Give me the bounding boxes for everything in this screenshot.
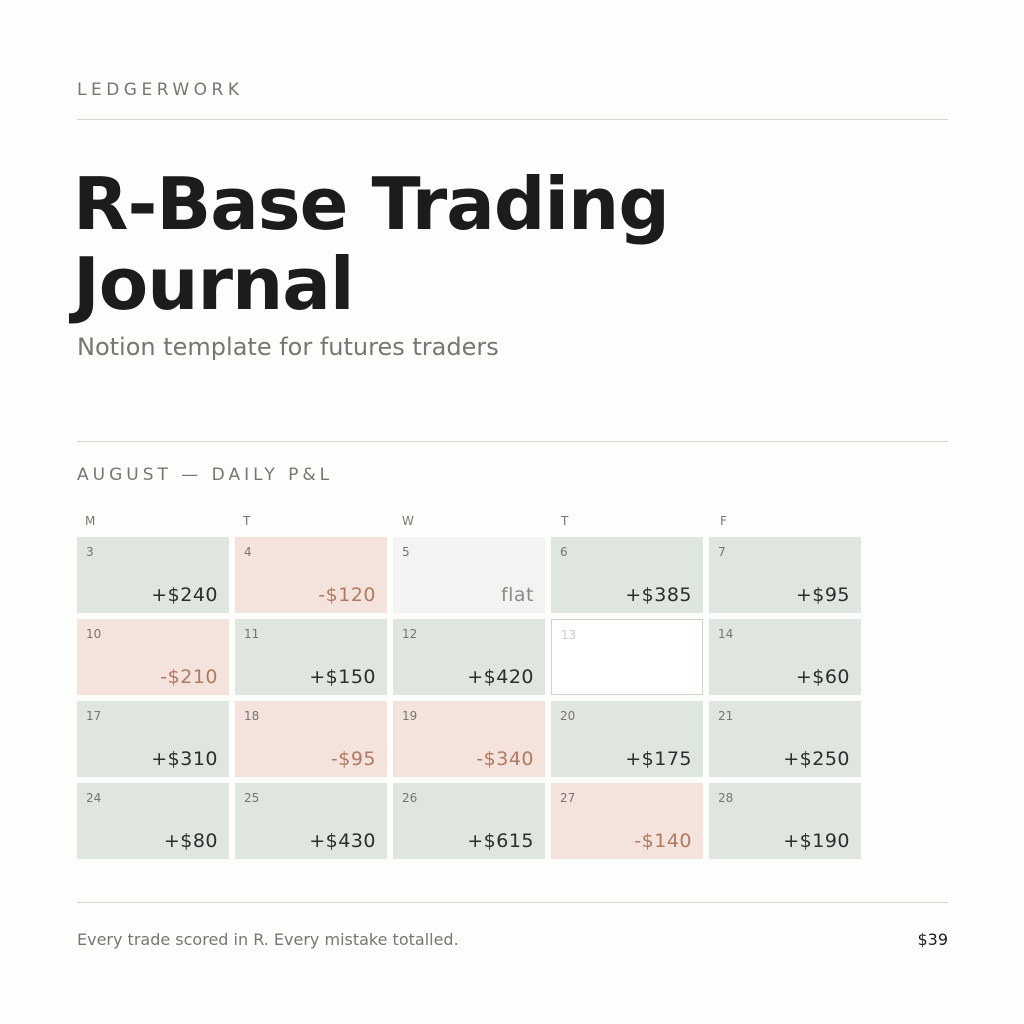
day-number: 5 bbox=[402, 545, 410, 559]
day-number: 11 bbox=[244, 627, 260, 641]
day-pnl-value: +$615 bbox=[467, 830, 534, 852]
calendar-day-cell[interactable]: 17 +$310 bbox=[77, 701, 229, 777]
calendar-label: AUGUST — DAILY P&L bbox=[77, 465, 334, 485]
day-pnl-value: +$175 bbox=[625, 748, 692, 770]
day-number: 7 bbox=[718, 545, 726, 559]
day-number: 19 bbox=[402, 709, 418, 723]
day-pnl-value: +$310 bbox=[151, 748, 218, 770]
day-pnl-value: +$190 bbox=[783, 830, 850, 852]
day-number: 4 bbox=[244, 545, 252, 559]
day-pnl-value: -$95 bbox=[330, 748, 376, 770]
day-pnl-value: -$120 bbox=[318, 584, 376, 606]
weekday-label: W bbox=[402, 514, 414, 528]
day-number: 25 bbox=[244, 791, 260, 805]
weekday-label: F bbox=[720, 514, 727, 528]
calendar-day-cell[interactable]: 4 -$120 bbox=[235, 537, 387, 613]
calendar-day-cell[interactable]: 27 -$140 bbox=[551, 783, 703, 859]
divider-bottom bbox=[77, 902, 948, 903]
day-pnl-value: +$385 bbox=[625, 584, 692, 606]
day-number: 27 bbox=[560, 791, 576, 805]
day-number: 20 bbox=[560, 709, 576, 723]
day-pnl-value: +$430 bbox=[309, 830, 376, 852]
day-pnl-value: -$210 bbox=[160, 666, 218, 688]
calendar-day-cell[interactable]: 19 -$340 bbox=[393, 701, 545, 777]
day-pnl-value: +$420 bbox=[467, 666, 534, 688]
calendar-day-cell[interactable]: 24 +$80 bbox=[77, 783, 229, 859]
calendar-day-cell[interactable]: 7 +$95 bbox=[709, 537, 861, 613]
divider-top bbox=[77, 119, 948, 120]
day-number: 17 bbox=[86, 709, 102, 723]
day-pnl-value: flat bbox=[500, 584, 534, 606]
day-number: 24 bbox=[86, 791, 102, 805]
day-pnl-value: +$250 bbox=[783, 748, 850, 770]
footer-tagline: Every trade scored in R. Every mistake t… bbox=[77, 930, 459, 949]
day-number: 12 bbox=[402, 627, 418, 641]
day-number: 14 bbox=[718, 627, 734, 641]
weekday-label: M bbox=[85, 514, 96, 528]
day-pnl-value: +$150 bbox=[309, 666, 376, 688]
calendar-day-cell[interactable]: 12 +$420 bbox=[393, 619, 545, 695]
day-number: 28 bbox=[718, 791, 734, 805]
day-pnl-value: -$140 bbox=[634, 830, 692, 852]
calendar-day-cell[interactable]: 13 bbox=[551, 619, 703, 695]
calendar-day-cell[interactable]: 5 flat bbox=[393, 537, 545, 613]
calendar-day-cell[interactable]: 28 +$190 bbox=[709, 783, 861, 859]
day-number: 6 bbox=[560, 545, 568, 559]
calendar-day-cell[interactable]: 20 +$175 bbox=[551, 701, 703, 777]
day-number: 10 bbox=[86, 627, 102, 641]
calendar-day-cell[interactable]: 26 +$615 bbox=[393, 783, 545, 859]
day-number: 3 bbox=[86, 545, 94, 559]
day-pnl-value: +$60 bbox=[795, 666, 850, 688]
day-number: 13 bbox=[561, 628, 577, 642]
calendar-day-cell[interactable]: 6 +$385 bbox=[551, 537, 703, 613]
divider-middle bbox=[77, 441, 948, 442]
day-pnl-value: +$240 bbox=[151, 584, 218, 606]
calendar-day-cell[interactable]: 3 +$240 bbox=[77, 537, 229, 613]
day-pnl-value: +$95 bbox=[795, 584, 850, 606]
price-label: $39 bbox=[917, 930, 948, 949]
weekday-label: T bbox=[243, 514, 251, 528]
day-number: 21 bbox=[718, 709, 734, 723]
day-number: 18 bbox=[244, 709, 260, 723]
calendar-day-cell[interactable]: 21 +$250 bbox=[709, 701, 861, 777]
calendar-day-cell[interactable]: 18 -$95 bbox=[235, 701, 387, 777]
day-pnl-value: +$80 bbox=[163, 830, 218, 852]
brand-wordmark: LEDGERWORK bbox=[77, 80, 244, 100]
page-title: R-Base Trading Journal bbox=[73, 162, 670, 326]
pnl-calendar-grid: 3 +$240 4 -$120 5 flat 6 +$385 7 +$95 10 -$210 11 +$1… bbox=[77, 537, 861, 859]
day-number: 26 bbox=[402, 791, 418, 805]
page-subtitle: Notion template for futures traders bbox=[77, 333, 499, 361]
weekday-label: T bbox=[561, 514, 569, 528]
day-pnl-value: -$340 bbox=[476, 748, 534, 770]
calendar-day-cell[interactable]: 11 +$150 bbox=[235, 619, 387, 695]
calendar-day-cell[interactable]: 10 -$210 bbox=[77, 619, 229, 695]
calendar-day-cell[interactable]: 25 +$430 bbox=[235, 783, 387, 859]
calendar-day-cell[interactable]: 14 +$60 bbox=[709, 619, 861, 695]
